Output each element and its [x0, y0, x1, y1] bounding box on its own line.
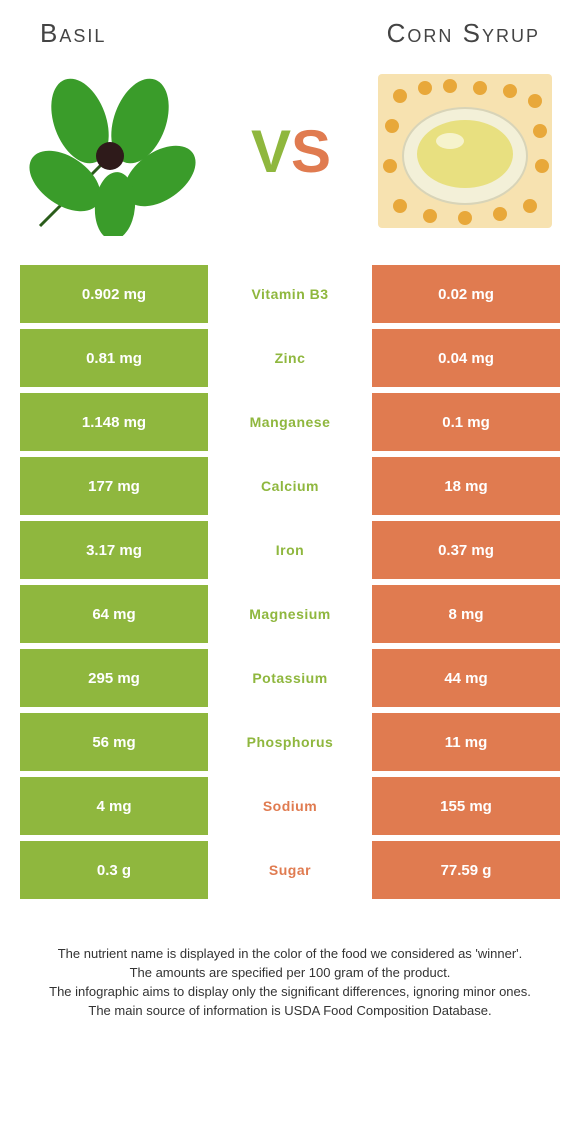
infographic: Basil Corn syrup VS	[0, 0, 580, 1020]
table-row: 64 mgMagnesium8 mg	[20, 585, 560, 643]
value-right: 8 mg	[372, 585, 560, 643]
vs-s: S	[291, 117, 329, 186]
value-left: 1.148 mg	[20, 393, 208, 451]
nutrient-label: Potassium	[208, 649, 372, 707]
value-right: 0.1 mg	[372, 393, 560, 451]
table-row: 4 mgSodium155 mg	[20, 777, 560, 835]
value-left: 295 mg	[20, 649, 208, 707]
value-left: 64 mg	[20, 585, 208, 643]
value-left: 0.902 mg	[20, 265, 208, 323]
value-left: 0.3 g	[20, 841, 208, 899]
nutrient-label: Sodium	[208, 777, 372, 835]
footer-line-1: The nutrient name is displayed in the co…	[30, 945, 550, 964]
footer-notes: The nutrient name is displayed in the co…	[0, 905, 580, 1020]
footer-line-3: The infographic aims to display only the…	[30, 983, 550, 1002]
value-right: 0.04 mg	[372, 329, 560, 387]
table-row: 1.148 mgManganese0.1 mg	[20, 393, 560, 451]
value-left: 0.81 mg	[20, 329, 208, 387]
nutrient-label: Zinc	[208, 329, 372, 387]
table-row: 56 mgPhosphorus11 mg	[20, 713, 560, 771]
title-left: Basil	[40, 18, 106, 49]
value-right: 155 mg	[372, 777, 560, 835]
nutrient-label: Manganese	[208, 393, 372, 451]
table-row: 3.17 mgIron0.37 mg	[20, 521, 560, 579]
comparison-table: 0.902 mgVitamin B30.02 mg 0.81 mgZinc0.04…	[0, 265, 580, 899]
value-left: 3.17 mg	[20, 521, 208, 579]
footer-line-4: The main source of information is USDA F…	[30, 1002, 550, 1021]
value-left: 4 mg	[20, 777, 208, 835]
table-row: 0.3 gSugar77.59 g	[20, 841, 560, 899]
value-left: 56 mg	[20, 713, 208, 771]
value-right: 0.02 mg	[372, 265, 560, 323]
value-right: 18 mg	[372, 457, 560, 515]
hero-row: VS	[0, 57, 580, 265]
nutrient-label: Sugar	[208, 841, 372, 899]
value-right: 11 mg	[372, 713, 560, 771]
nutrient-label: Phosphorus	[208, 713, 372, 771]
nutrient-label: Magnesium	[208, 585, 372, 643]
basil-image	[20, 61, 210, 241]
corn-syrup-image	[370, 61, 560, 241]
vs-label: VS	[251, 117, 329, 186]
footer-line-2: The amounts are specified per 100 gram o…	[30, 964, 550, 983]
table-row: 0.902 mgVitamin B30.02 mg	[20, 265, 560, 323]
titles-row: Basil Corn syrup	[0, 0, 580, 57]
value-right: 0.37 mg	[372, 521, 560, 579]
table-row: 295 mgPotassium44 mg	[20, 649, 560, 707]
vs-v: V	[251, 117, 289, 186]
table-row: 177 mgCalcium18 mg	[20, 457, 560, 515]
value-left: 177 mg	[20, 457, 208, 515]
nutrient-label: Calcium	[208, 457, 372, 515]
value-right: 44 mg	[372, 649, 560, 707]
nutrient-label: Vitamin B3	[208, 265, 372, 323]
value-right: 77.59 g	[372, 841, 560, 899]
title-right: Corn syrup	[387, 18, 540, 49]
table-row: 0.81 mgZinc0.04 mg	[20, 329, 560, 387]
nutrient-label: Iron	[208, 521, 372, 579]
